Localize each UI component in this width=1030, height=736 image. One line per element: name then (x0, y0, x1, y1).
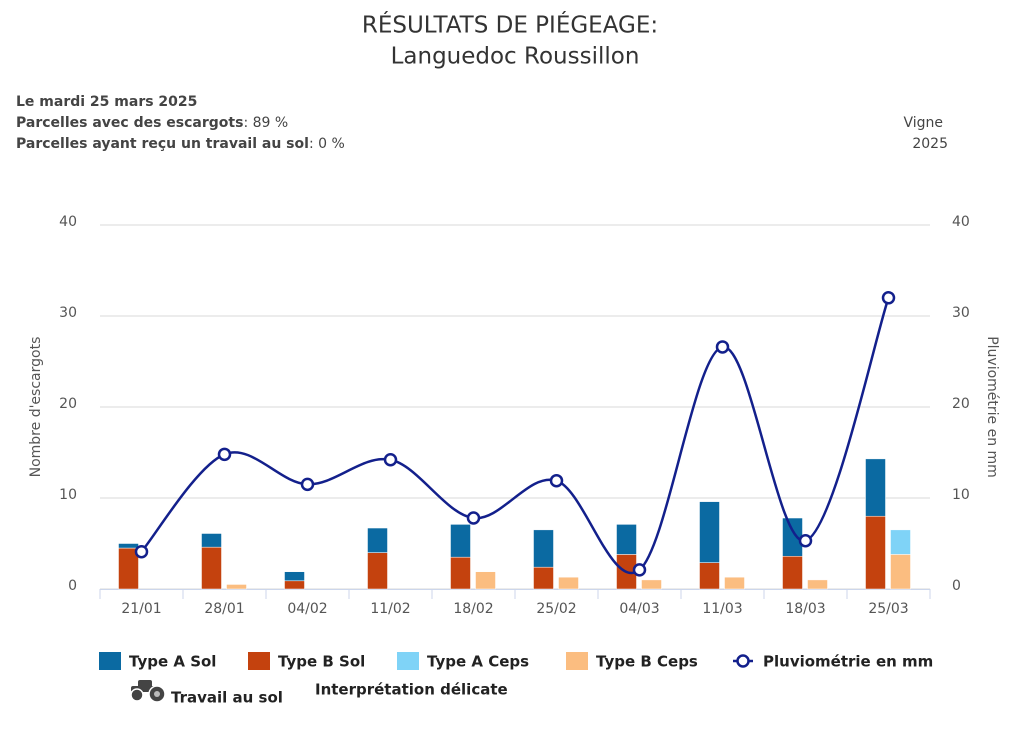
y2-tick-label: 10 (952, 487, 970, 503)
legend-label[interactable]: Type A Sol (129, 653, 216, 671)
bar (807, 579, 828, 590)
bar (616, 524, 637, 555)
bar (558, 576, 579, 590)
y2-axis-title: Pluviométrie en mm (984, 336, 1000, 478)
bar (865, 515, 886, 590)
bar (641, 579, 662, 590)
legend-symbol (566, 652, 588, 670)
chart-title: RÉSULTATS DE PIÉGEAGE: (362, 11, 658, 39)
rain-line (140, 297, 890, 575)
info-label: Parcelles ayant reçu un travail au sol (16, 136, 309, 152)
x-tick-label: 18/03 (785, 601, 825, 617)
bar (284, 580, 305, 590)
rain-point (466, 511, 481, 525)
bar (475, 571, 496, 590)
tractor-icon (130, 680, 166, 703)
chart-subtitle: Languedoc Roussillon (391, 44, 640, 70)
rain-point (798, 534, 813, 548)
y2-tick-label: 0 (952, 578, 961, 594)
info-value: : 0 % (309, 136, 345, 152)
bar (533, 529, 554, 568)
bar (782, 555, 803, 590)
y-tick-label: 40 (59, 214, 77, 230)
info-label: Parcelles avec des escargots (16, 115, 243, 131)
y2-tick-label: 40 (952, 214, 970, 230)
legend-label[interactable]: Type B Sol (278, 653, 365, 671)
bar (782, 517, 803, 557)
info-line: Parcelles avec des escargots: 89 % (16, 115, 288, 131)
legend-label[interactable]: Pluviométrie en mm (763, 653, 933, 671)
info-line: Parcelles ayant reçu un travail au sol: … (16, 136, 345, 152)
y-axis-title: Nombre d'escargots (28, 337, 44, 478)
x-tick-label: 21/01 (121, 601, 161, 617)
x-tick-label: 11/02 (370, 601, 410, 617)
bar (367, 527, 388, 553)
bar (699, 501, 720, 563)
rain-point (881, 291, 896, 305)
rain-point (300, 477, 315, 492)
rain-point (217, 447, 232, 462)
bar (450, 556, 471, 590)
bar (118, 543, 139, 549)
date: Le mardi 25 mars 2025 (16, 94, 197, 110)
bar (699, 562, 720, 590)
info-value: : 89 % (243, 115, 288, 131)
bar (201, 533, 222, 548)
bar (450, 524, 471, 558)
rain-point (715, 340, 730, 354)
x-tick-label: 25/02 (536, 601, 576, 617)
bar (367, 552, 388, 590)
x-tick-label: 18/02 (453, 601, 493, 617)
y-tick-label: 10 (59, 487, 77, 503)
rain-point (632, 563, 647, 577)
bar (890, 554, 911, 590)
x-tick-label: 11/03 (702, 601, 742, 617)
x-tick-label: 04/03 (619, 601, 659, 617)
legend-symbol (99, 652, 121, 670)
rain-point (549, 473, 564, 488)
y-tick-label: 30 (59, 305, 77, 321)
bar (890, 529, 911, 555)
crop: Vigne (903, 115, 943, 131)
x-tick-label: 04/02 (287, 601, 327, 617)
legend-label[interactable]: Type A Ceps (427, 653, 529, 671)
bar (284, 571, 305, 582)
rain-point (134, 544, 149, 559)
y-tick-label: 0 (68, 578, 77, 594)
x-tick-label: 28/01 (204, 601, 244, 617)
bar (724, 576, 745, 590)
legend-label[interactable]: Interprétation délicate (315, 681, 508, 699)
legend-label[interactable]: Type B Ceps (596, 653, 698, 671)
year: 2025 (912, 136, 948, 152)
rain-point (383, 453, 398, 467)
bar (865, 458, 886, 517)
bar (226, 584, 247, 590)
x-tick-label: 25/03 (868, 601, 908, 617)
y2-tick-label: 20 (952, 396, 970, 412)
bar (201, 546, 222, 590)
y-tick-label: 20 (59, 396, 77, 412)
legend-symbol (397, 652, 419, 670)
bar (533, 566, 554, 590)
legend-symbol (736, 654, 750, 668)
y2-tick-label: 30 (952, 305, 970, 321)
legend-label[interactable]: Travail au sol (171, 689, 283, 707)
legend-symbol (248, 652, 270, 670)
